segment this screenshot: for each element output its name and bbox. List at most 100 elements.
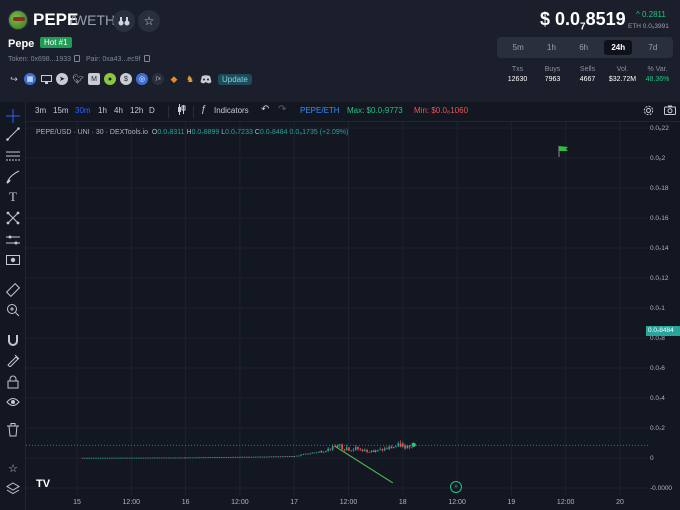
telegram-icon[interactable]: ➤ [56, 73, 68, 85]
candle-body [86, 457, 88, 459]
timeframe-7d[interactable]: 7d [648, 43, 658, 52]
brush-icon[interactable] [5, 169, 21, 185]
candle-body [411, 447, 413, 449]
object-tree-layers-icon[interactable] [5, 481, 21, 497]
copy-pair-address-icon[interactable] [143, 55, 150, 62]
pair-info-icon[interactable]: ƒx [152, 73, 164, 85]
candle-body [279, 456, 282, 458]
crosshair-icon[interactable] [5, 108, 21, 124]
trash-icon[interactable] [5, 422, 21, 438]
price-digits: 8519 [585, 9, 626, 29]
candle-body [322, 451, 325, 453]
horizontal-lines-icon[interactable] [5, 148, 21, 164]
stat-value: $32.72M [608, 76, 637, 83]
candle-body [348, 447, 350, 451]
unicorn-icon[interactable]: ♞ [185, 73, 195, 84]
candle-body [191, 457, 194, 459]
magnet-icon[interactable] [5, 332, 21, 348]
candle-body [178, 457, 181, 459]
metamask-fox-icon[interactable]: ◆ [170, 73, 178, 84]
timeframe-24h[interactable]: 24h [604, 40, 633, 55]
lock-drawings-icon[interactable] [5, 374, 21, 390]
star-favorite-icon[interactable]: ☆ [138, 10, 160, 32]
time-tick-label: 15 [73, 499, 81, 506]
interval-1h[interactable]: 1h [98, 106, 107, 115]
interval-12h[interactable]: 12h [130, 106, 144, 115]
candle-body [381, 449, 384, 451]
copy-token-address-icon[interactable] [74, 55, 81, 62]
interval-3m[interactable]: 3m [35, 106, 47, 115]
candle-body [156, 457, 158, 459]
share-icon[interactable]: ↪ [10, 73, 18, 84]
coingecko-icon[interactable]: ● [104, 73, 116, 85]
interval-4h[interactable]: 4h [114, 106, 123, 115]
camera-snapshot-icon[interactable] [664, 105, 676, 117]
chart-toolbar: 3m 15m 30m 1h 4h 12h D ƒ Indicators ↶ ↷ PEPE/E… [0, 102, 680, 122]
min-price-label: Min: $0.0₈1060 [414, 106, 469, 115]
timeframe-1h[interactable]: 1h [547, 43, 556, 52]
candlestick-chart[interactable] [26, 122, 648, 496]
time-tick-label: 16 [181, 499, 190, 506]
text-tool-icon[interactable]: T [9, 189, 17, 204]
candle-body [306, 453, 309, 455]
website-icon[interactable] [40, 73, 52, 85]
candle-body [126, 457, 129, 459]
stat-label: % Var. [647, 66, 668, 73]
pattern-tool-icon[interactable] [5, 210, 21, 226]
go-to-realtime-button[interactable]: » [450, 481, 462, 493]
candle-body [149, 457, 152, 459]
stay-in-drawing-icon[interactable] [5, 352, 21, 368]
candle-body [117, 457, 120, 459]
time-tick-label: 20 [616, 499, 624, 506]
interval-15m[interactable]: 15m [53, 106, 69, 115]
hide-drawings-eye-icon[interactable] [5, 394, 21, 410]
candle-style-icon[interactable] [177, 104, 186, 118]
price-tick-label: 0.0₇12 [650, 275, 669, 282]
pair-quote-toggle[interactable]: PEPE/ETH [300, 106, 340, 115]
ruler-icon[interactable] [5, 282, 21, 298]
indicators-button[interactable]: Indicators [214, 106, 249, 115]
coinmarketcap-icon[interactable]: M [88, 73, 100, 85]
pair-stats: Txs 12630 Buys 7963 Sells 4667 Vol. $32.72M% Va… [500, 66, 675, 83]
trend-line-icon[interactable] [5, 126, 21, 142]
binoculars-icon[interactable] [113, 10, 135, 32]
timeframe-5m[interactable]: 5m [512, 43, 524, 52]
dex-info-icon[interactable]: ◎ [136, 73, 148, 85]
zoom-in-icon[interactable] [5, 302, 21, 318]
interval-30m[interactable]: 30m [75, 106, 91, 115]
price-axis[interactable]: 0.0₆22 0.0₆2 0.0₇18 0.0₇16 0.0₇14 0.0₇12 0.0₇1… [648, 122, 680, 496]
explorer-icon[interactable]: ▦ [24, 73, 36, 85]
candle-body [318, 451, 320, 453]
candle-body [300, 454, 302, 456]
candle-body [198, 457, 200, 459]
price-chart-area[interactable] [26, 122, 648, 496]
price-tick-label: 0.0₇16 [650, 215, 669, 222]
candle-body [174, 457, 176, 459]
price-tick-label: 0.0₇18 [650, 185, 669, 192]
event-flag-icon[interactable] [557, 145, 569, 157]
twitter-icon[interactable]: 🐦︎ [72, 73, 84, 84]
candle-body [245, 456, 248, 458]
settings-gear-icon[interactable] [643, 105, 654, 118]
discord-icon[interactable] [200, 73, 212, 85]
prediction-tool-icon[interactable] [5, 232, 21, 248]
measure-money-icon[interactable] [5, 252, 21, 268]
etherscan-icon[interactable]: $ [120, 73, 132, 85]
indicators-fx-icon[interactable]: ƒ [201, 104, 207, 115]
timeframe-6h[interactable]: 6h [579, 43, 589, 52]
legend-low: 0.0₇7233 [225, 129, 253, 136]
time-axis[interactable]: 15 12:00 16 12:00 17 12:00 18 12:00 19 12:00 20 [26, 496, 648, 510]
price-tick-label: 0.0₇14 [650, 245, 669, 252]
stat-value: 48.36% [645, 76, 670, 83]
candle-body [97, 457, 100, 459]
candle-body [169, 457, 172, 459]
candle-body [193, 457, 196, 459]
candle-body [138, 457, 140, 459]
undo-icon[interactable]: ↶ [261, 104, 270, 115]
redo-icon[interactable]: ↷ [278, 104, 287, 115]
interval-D[interactable]: D [149, 106, 155, 115]
tradingview-logo[interactable]: TV [36, 478, 51, 490]
favorites-star-icon[interactable]: ☆ [8, 462, 18, 475]
update-button[interactable]: Update [218, 73, 252, 85]
candle-body [183, 457, 186, 459]
